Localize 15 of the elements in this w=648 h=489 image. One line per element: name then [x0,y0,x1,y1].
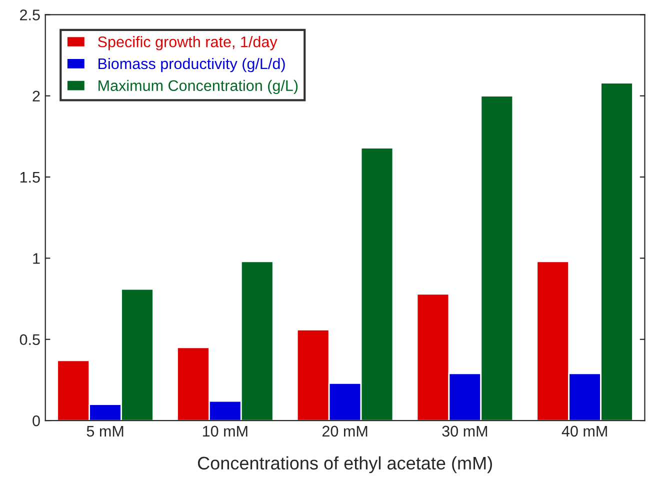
x-axis-title: Concentrations of ethyl acetate (mM) [198,456,492,474]
x-tick-label: 30 mM [442,426,488,437]
x-tick-label: 5 mM [86,426,124,437]
legend-label: Specific growth rate, 1/day [98,36,278,50]
x-tick-label: 20 mM [322,426,368,437]
legend-label: Biomass productivity (g/L/d) [98,58,285,72]
y-tick-label: 1 [33,253,40,264]
legend-label: Maximum Concentration (g/L) [98,80,298,94]
y-tick-label: 2.5 [20,10,40,20]
x-tick-label: 40 mM [562,426,607,437]
y-tick-label: 0 [32,415,40,426]
y-tick-label: 2 [32,90,40,102]
y-tick-label: 0.5 [20,334,40,346]
y-tick-label: 1.5 [20,172,40,183]
x-tick-label: 10 mM [203,426,248,437]
